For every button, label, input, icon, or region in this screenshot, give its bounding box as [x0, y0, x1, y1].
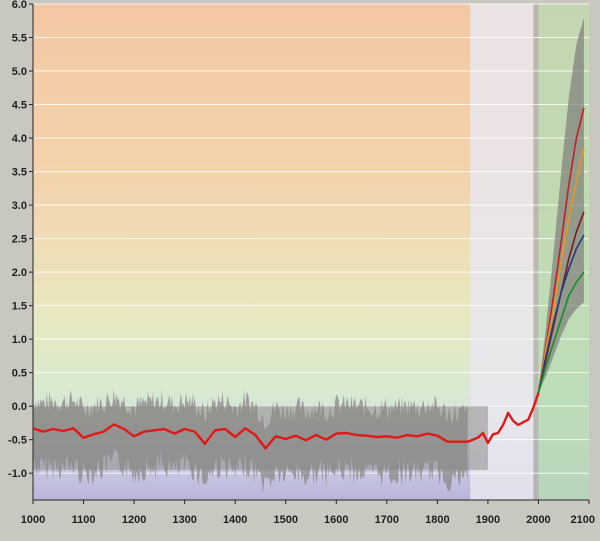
y-tick-label: 6.0: [12, 0, 27, 11]
region-1: [533, 4, 539, 500]
y-tick-labels: -1.0 -0.5 0.0 0.5 1.0 1.5 2.0 2.5 3.0 3.5 4.0 4.5 5.…: [8, 0, 27, 480]
x-tick-label: 1900: [476, 514, 500, 526]
x-tick-label: 1200: [122, 514, 146, 526]
x-tick-label: 2000: [526, 514, 550, 526]
projection-line-1: [537, 147, 585, 393]
y-tick-label: 3.5: [12, 167, 27, 179]
uncertainty-noise: [33, 388, 468, 494]
y-tick-label: 5.5: [12, 33, 27, 45]
y-tick-label: 2.0: [12, 267, 27, 279]
projection-range: [538, 17, 584, 393]
y-tick-label: 2.5: [12, 234, 27, 246]
uncertainty-band: [33, 388, 488, 494]
projection-envelope: [538, 17, 584, 393]
gridlines: [33, 3, 589, 474]
x-tick-label: 1700: [375, 514, 399, 526]
y-tick-label: 4.0: [12, 133, 27, 145]
projection-line-4: [537, 271, 585, 394]
x-tick-label: 1800: [425, 514, 449, 526]
x-tick-label: 1500: [273, 514, 297, 526]
x-tick-label: 1300: [172, 514, 196, 526]
y-tick-label: 1.5: [12, 301, 27, 313]
x-tick-label: 2100: [571, 514, 595, 526]
y-tick-label: 3.0: [12, 200, 27, 212]
y-tick-label: -0.5: [8, 435, 27, 447]
y-tick-label: 0.0: [12, 401, 27, 413]
y-tick-label: 1.0: [12, 334, 27, 346]
y-tick-label: 5.0: [12, 66, 27, 78]
y-tick-label: 0.5: [12, 368, 27, 380]
series-lines: [32, 392, 540, 450]
x-tick-label: 1600: [324, 514, 348, 526]
y-tick-label: -1.0: [8, 468, 27, 480]
x-tick-labels: 1000 1100 1200 1300 1400 1500 1600 1700 1800 1900…: [21, 514, 595, 526]
projection-line-3: [537, 234, 585, 393]
axes: [29, 3, 590, 504]
x-tick-label: 1100: [72, 514, 96, 526]
x-tick-label: 1000: [21, 514, 45, 526]
series-line-0: [32, 392, 540, 450]
y-tick-label: 4.5: [12, 100, 27, 112]
x-tick-label: 1400: [223, 514, 247, 526]
projection-lines: [537, 107, 585, 394]
